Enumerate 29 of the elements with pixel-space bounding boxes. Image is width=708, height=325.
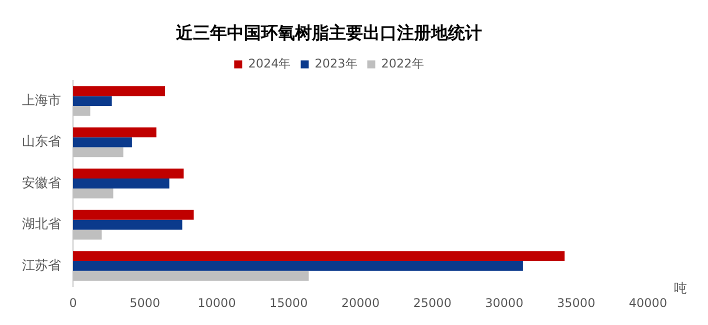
bar [73,86,165,96]
x-tick-label: 40000 [628,296,668,310]
bar [73,137,132,148]
legend-label: 2023年 [314,56,358,71]
bar [73,210,194,220]
legend-label: 2024年 [248,56,291,71]
x-tick-label: 20000 [341,296,380,310]
bar [73,168,184,179]
bar [73,261,523,271]
y-tick-label: 山东省 [22,134,61,150]
x-tick-label: 25000 [413,296,452,310]
x-tick-label: 5000 [130,296,160,310]
bar [73,127,156,138]
y-tick-label: 安徽省 [22,174,61,191]
x-tick-label: 30000 [485,296,524,310]
x-axis-title: 吨 [674,281,687,296]
bar [73,251,565,262]
y-tick-label: 上海市 [22,93,61,108]
chart-title: 近三年中国环氧树脂主要出口注册地统计 [175,24,482,44]
bar [73,96,112,106]
y-tick-label: 湖北省 [22,217,61,232]
x-tick-label: 10000 [198,296,236,310]
x-tick-label: 35000 [557,296,596,310]
bar [73,178,170,188]
y-tick-label: 江苏省 [22,258,61,274]
legend-label: 2022年 [381,56,424,71]
x-tick-label: 15000 [270,296,308,310]
bar [73,220,182,230]
x-tick-label: 0 [69,296,77,310]
